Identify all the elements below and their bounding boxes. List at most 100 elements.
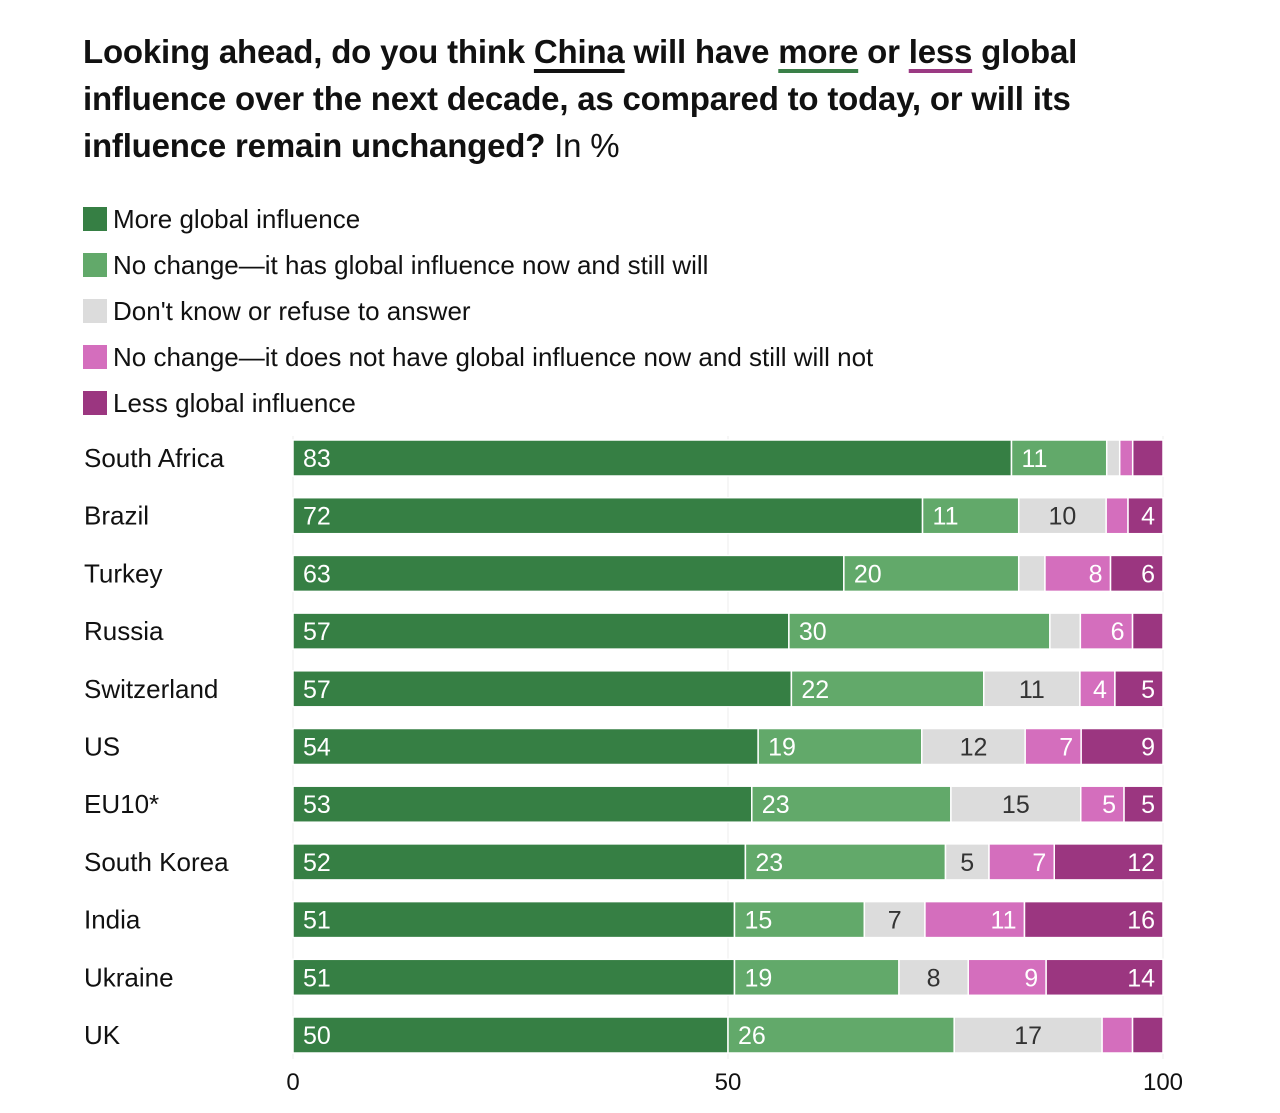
category-label-russia: Russia: [84, 616, 164, 646]
data-label-us-no-change-not: 7: [1059, 734, 1073, 762]
bar-switzerland-less: [1114, 670, 1164, 708]
data-label-ukraine-no-change-has: 19: [744, 964, 772, 992]
data-label-eu10-less: 5: [1141, 791, 1155, 819]
bar-india-no-change-has: [733, 900, 866, 939]
legend-swatch-less: [83, 391, 107, 415]
bar-turkey-less: [1109, 554, 1164, 593]
chart-legend: More global influence No change—it has g…: [83, 196, 873, 426]
data-label-switzerland-dont-know: 11: [1019, 676, 1045, 704]
data-label-ukraine-dont-know: 8: [927, 964, 941, 992]
category-label-switzerland: Switzerland: [84, 674, 218, 704]
bar-south-africa-dont-know: [1105, 439, 1121, 477]
bar-south-africa-less: [1131, 439, 1164, 477]
data-label-south-africa-no-change-has: 11: [1022, 445, 1048, 473]
legend-item-no-change-has: No change—it has global influence now an…: [83, 242, 873, 288]
bar-brazil-less: [1127, 496, 1164, 535]
bar-south-korea-dont-know: [944, 843, 990, 881]
data-label-switzerland-more: 57: [303, 676, 331, 704]
data-label-turkey-less: 6: [1141, 560, 1155, 588]
bar-eu10-no-change-has: [751, 785, 952, 823]
x-tick-label-1: 50: [715, 1069, 742, 1096]
bar-uk-no-change-has: [727, 1016, 955, 1054]
legend-item-dont-know: Don't know or refuse to answer: [83, 288, 873, 334]
bar-us-more: [292, 727, 759, 766]
data-label-south-korea-no-change-not: 7: [1032, 849, 1046, 877]
title-part-4: global influence over the next decade, a…: [83, 33, 1078, 164]
data-label-uk-dont-know: 17: [1014, 1022, 1042, 1050]
bar-ukraine-less: [1045, 958, 1164, 997]
bar-turkey-more: [292, 554, 845, 593]
data-label-us-more: 54: [303, 734, 331, 762]
title-part-2: will have: [624, 33, 779, 70]
data-label-south-africa-more: 83: [303, 445, 331, 473]
data-label-eu10-more: 53: [303, 791, 331, 819]
category-label-south-africa: South Africa: [84, 443, 225, 473]
bar-brazil-dont-know: [1017, 496, 1107, 535]
bar-turkey-dont-know: [1017, 554, 1046, 593]
bar-brazil-no-change-has: [921, 496, 1020, 535]
bar-india-more: [292, 900, 736, 939]
data-label-us-less: 9: [1141, 734, 1155, 762]
legend-swatch-more: [83, 207, 107, 231]
legend-item-less: Less global influence: [83, 380, 873, 426]
bar-eu10-dont-know: [950, 785, 1082, 823]
legend-item-no-change-not: No change—it does not have global influe…: [83, 334, 873, 380]
bar-south-korea-no-change-has: [744, 843, 947, 881]
data-label-russia-no-change-not: 6: [1111, 618, 1125, 646]
title-unit: In %: [545, 127, 620, 164]
bar-turkey-no-change-not: [1044, 554, 1112, 593]
bar-ukraine-more: [292, 958, 736, 997]
data-label-turkey-no-change-has: 20: [854, 560, 882, 588]
data-label-india-less: 16: [1127, 907, 1155, 935]
data-label-eu10-dont-know: 15: [1002, 791, 1030, 819]
bar-switzerland-no-change-has: [790, 670, 985, 708]
data-label-brazil-more: 72: [303, 503, 331, 531]
data-label-switzerland-no-change-not: 4: [1093, 676, 1107, 704]
data-label-uk-no-change-has: 26: [738, 1022, 766, 1050]
bar-india-no-change-not: [924, 900, 1026, 939]
bar-south-africa-no-change-has: [1010, 439, 1108, 477]
legend-label-dont-know: Don't know or refuse to answer: [113, 295, 471, 326]
bar-south-africa-more: [292, 439, 1013, 477]
bar-uk-more: [292, 1016, 729, 1054]
x-tick-label-0: 0: [286, 1069, 299, 1096]
bar-south-africa-no-change-not: [1118, 439, 1134, 477]
data-label-russia-no-change-has: 30: [799, 618, 827, 646]
title-part-1: Looking ahead, do you think: [83, 33, 534, 70]
category-label-turkey: Turkey: [84, 558, 163, 588]
bar-switzerland-more: [292, 670, 793, 708]
title-part-3: or: [858, 33, 909, 70]
data-label-india-no-change-has: 15: [744, 907, 772, 935]
data-label-brazil-dont-know: 10: [1049, 503, 1077, 531]
category-label-ukraine: Ukraine: [84, 962, 174, 992]
chart-title: Looking ahead, do you think China will h…: [83, 28, 1203, 169]
data-label-india-more: 51: [303, 907, 331, 935]
legend-item-more: More global influence: [83, 196, 873, 242]
data-label-ukraine-less: 14: [1127, 964, 1155, 992]
bar-russia-more: [292, 612, 790, 650]
data-label-south-korea-dont-know: 5: [960, 849, 974, 877]
bar-us-dont-know: [921, 727, 1026, 766]
category-label-us: US: [84, 732, 120, 762]
bar-russia-no-change-not: [1079, 612, 1134, 650]
bar-ukraine-dont-know: [898, 958, 969, 997]
category-label-eu10: EU10*: [84, 789, 159, 819]
data-label-turkey-more: 63: [303, 560, 331, 588]
legend-swatch-dont-know: [83, 299, 107, 323]
bar-us-less: [1080, 727, 1164, 766]
bar-uk-dont-know: [953, 1016, 1103, 1054]
data-label-switzerland-no-change-has: 22: [801, 676, 829, 704]
data-label-brazil-less: 4: [1141, 503, 1155, 531]
data-label-eu10-no-change-has: 23: [762, 791, 790, 819]
bar-turkey-no-change-has: [843, 554, 1020, 593]
x-tick-label-2: 100: [1143, 1069, 1183, 1096]
bar-switzerland-no-change-not: [1079, 670, 1116, 708]
bar-russia-less: [1131, 612, 1164, 650]
data-label-us-dont-know: 12: [960, 734, 988, 762]
legend-swatch-no-change-has: [83, 253, 107, 277]
data-label-india-no-change-not: 11: [991, 907, 1017, 935]
bar-south-korea-more: [292, 843, 747, 881]
category-label-south-korea: South Korea: [84, 847, 229, 877]
bar-us-no-change-not: [1024, 727, 1082, 766]
